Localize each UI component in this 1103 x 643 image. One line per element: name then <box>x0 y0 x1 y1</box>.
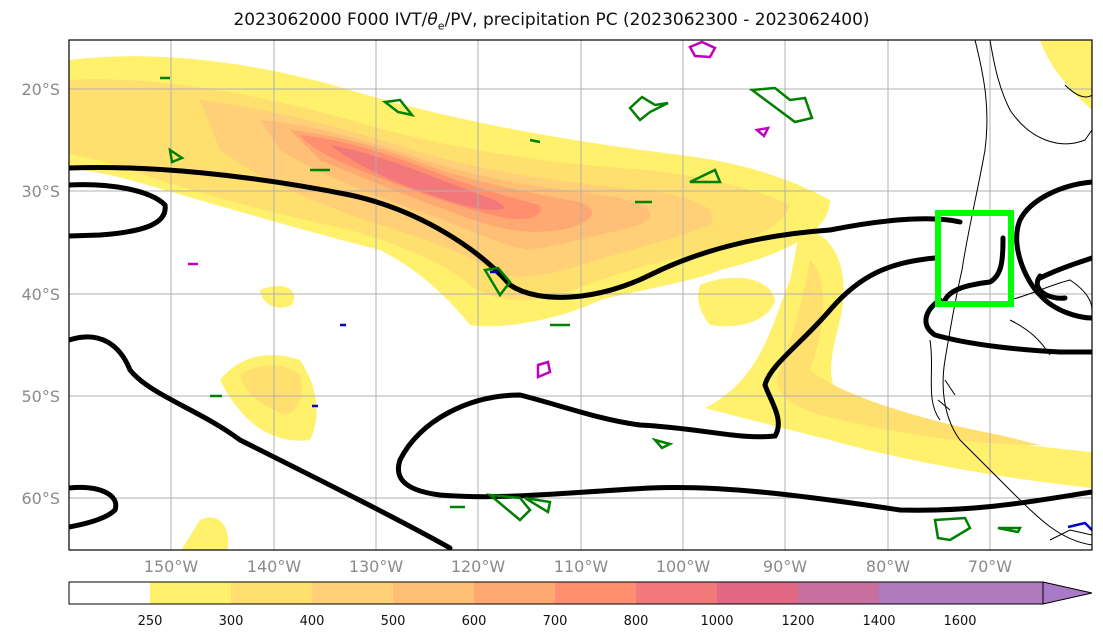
colorbar-segments <box>69 582 1043 604</box>
colorbar-segment <box>393 582 474 604</box>
colorbar-segment <box>879 582 1043 604</box>
colorbar-segment <box>150 582 231 604</box>
map-panel <box>69 40 1092 550</box>
theta-subscript: e <box>437 19 445 33</box>
lon-label-150w: 150°W <box>144 557 199 576</box>
lon-label-80w: 80°W <box>866 557 910 576</box>
pv-contours <box>160 40 1092 542</box>
colorbar-label-1600: 1600 <box>943 614 976 629</box>
lat-label-30s: 30°S <box>21 182 60 201</box>
colorbar-segment <box>717 582 798 604</box>
colorbar-label-600: 600 <box>462 614 487 629</box>
colorbar-label-250: 250 <box>138 614 163 629</box>
theta-e-contours <box>69 164 1092 550</box>
lon-label-100w: 100°W <box>656 557 711 576</box>
colorbar-segment <box>798 582 879 604</box>
coastline <box>929 40 1092 546</box>
lat-label-40s: 40°S <box>21 285 60 304</box>
ivt-filled-contours <box>69 40 1092 550</box>
colorbar-extend-arrow <box>1042 581 1093 605</box>
longitude-labels: 150°W 140°W 130°W 120°W 110°W 100°W 90°W… <box>144 557 1012 576</box>
lat-label-20s: 20°S <box>21 80 60 99</box>
map-frame <box>68 39 1093 551</box>
colorbar-segment <box>69 582 150 604</box>
colorbar-label-300: 300 <box>219 614 244 629</box>
colorbar-segment <box>555 582 636 604</box>
colorbar-label-1200: 1200 <box>781 614 814 629</box>
lat-label-50s: 50°S <box>21 387 60 406</box>
title-part-1: 2023062000 F000 IVT/ <box>233 10 428 30</box>
colorbar-label-400: 400 <box>300 614 325 629</box>
colorbar-segment <box>474 582 555 604</box>
colorbar-label-500: 500 <box>381 614 406 629</box>
title-part-2: /PV, precipitation PC (2023062300 - 2023… <box>444 10 870 30</box>
colorbar-label-700: 700 <box>543 614 568 629</box>
colorbar-label-1400: 1400 <box>862 614 895 629</box>
colorbar-frame <box>68 581 1044 605</box>
colorbar-segment <box>312 582 393 604</box>
lon-label-120w: 120°W <box>451 557 506 576</box>
lon-label-70w: 70°W <box>968 557 1012 576</box>
colorbar: 250 300 400 500 600 700 800 1000 1200 14… <box>68 581 1093 629</box>
colorbar-label-1000: 1000 <box>700 614 733 629</box>
lon-label-140w: 140°W <box>247 557 302 576</box>
region-highlight-box <box>935 210 1014 307</box>
theta-symbol: θ <box>427 10 438 30</box>
colorbar-segment <box>636 582 717 604</box>
lon-label-90w: 90°W <box>763 557 807 576</box>
lat-label-60s: 60°S <box>21 489 60 508</box>
colorbar-label-800: 800 <box>624 614 649 629</box>
lon-label-110w: 110°W <box>554 557 609 576</box>
map-title: 2023062000 F000 IVT/θe/PV, precipitation… <box>0 10 1103 32</box>
lon-label-130w: 130°W <box>349 557 404 576</box>
colorbar-segment <box>231 582 312 604</box>
latitude-labels: 20°S 30°S 40°S 50°S 60°S <box>21 80 60 508</box>
colorbar-labels: 250 300 400 500 600 700 800 1000 1200 14… <box>138 614 977 629</box>
